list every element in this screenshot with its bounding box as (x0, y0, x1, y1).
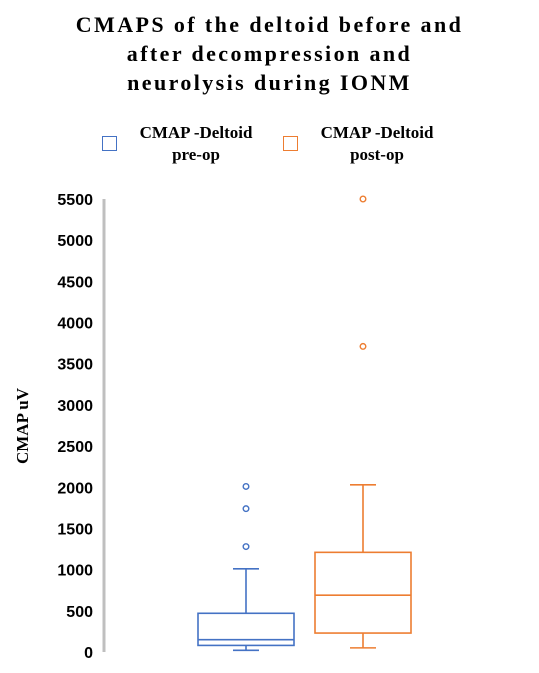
box-pre-op (197, 612, 295, 647)
y-tick-label: 5000 (57, 233, 93, 250)
legend-label-pre-op-line-1: CMAP -Deltoid (139, 123, 253, 142)
box-post-op (314, 551, 412, 634)
chart-title-line-3: neurolysis during IONM (127, 70, 412, 95)
legend-swatch-post-op (283, 136, 298, 151)
outlier-point-pre-op (242, 543, 250, 551)
outlier-point-pre-op (242, 482, 250, 490)
chart-title-line-2: after decompression and (126, 41, 413, 66)
y-tick-label: 4500 (57, 274, 93, 291)
legend-label-pre-op-line-2: pre-op (172, 145, 220, 164)
chart-title-line-1: CMAPS of the deltoid before and (75, 12, 464, 37)
y-tick-label: 2500 (57, 439, 93, 456)
y-tick-label: 500 (66, 604, 93, 621)
outlier-point-post-op (359, 195, 367, 203)
outlier-point-post-op (359, 342, 367, 350)
y-tick-label: 3000 (57, 398, 93, 415)
legend-label-post-op-line-1: CMAP -Deltoid (320, 123, 434, 142)
y-tick-label: 3500 (57, 357, 93, 374)
y-tick-label: 0 (84, 645, 93, 662)
legend-swatch-pre-op (102, 136, 117, 151)
y-tick-label: 5500 (57, 192, 93, 209)
y-tick-label: 4000 (57, 316, 93, 333)
legend-label-post-op: CMAP -Deltoid post-op (307, 122, 447, 166)
legend-label-post-op-line-2: post-op (350, 145, 404, 164)
y-tick-label: 1000 (57, 563, 93, 580)
legend-label-pre-op: CMAP -Deltoid pre-op (126, 122, 266, 166)
chart-title: CMAPS of the deltoid before and after de… (0, 10, 539, 97)
y-tick-label: 1500 (57, 521, 93, 538)
y-tick-label: 2000 (57, 480, 93, 497)
outlier-point-pre-op (242, 505, 250, 513)
